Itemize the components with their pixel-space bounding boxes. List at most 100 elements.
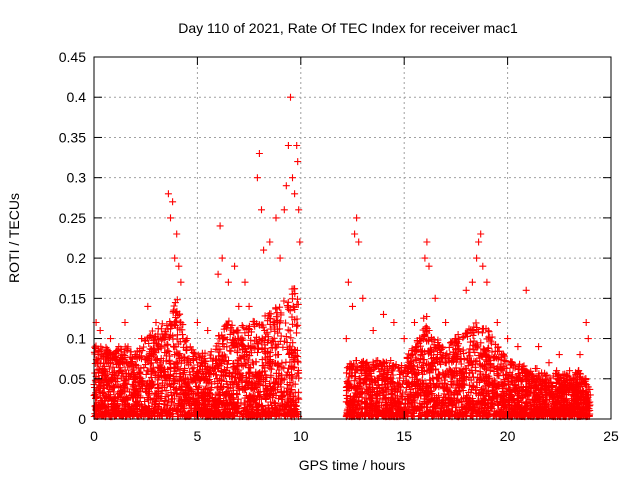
data-point	[170, 343, 178, 351]
data-point	[115, 343, 123, 351]
data-point	[246, 411, 254, 419]
data-point	[342, 391, 350, 399]
data-point	[173, 230, 181, 238]
data-point	[282, 319, 290, 327]
data-point	[396, 370, 404, 378]
data-point	[231, 344, 239, 351]
data-point	[141, 398, 149, 405]
data-point	[106, 355, 114, 363]
data-point	[530, 381, 538, 389]
data-point	[443, 383, 450, 391]
data-point	[449, 401, 457, 409]
data-point	[282, 358, 290, 366]
data-point	[277, 379, 285, 387]
data-point	[223, 343, 231, 351]
data-point	[391, 363, 399, 371]
chart-title: Day 110 of 2021, Rate Of TEC Index for r…	[178, 20, 518, 36]
data-point	[468, 397, 476, 405]
data-point	[133, 371, 141, 379]
data-point	[235, 302, 243, 310]
data-point	[449, 341, 457, 349]
data-point	[417, 337, 425, 345]
data-point	[342, 335, 350, 343]
x-tick-label: 25	[603, 428, 619, 444]
data-point	[181, 366, 189, 374]
data-point	[150, 351, 157, 359]
data-point	[538, 369, 546, 377]
data-point	[548, 383, 556, 391]
data-point	[264, 393, 272, 400]
data-point	[469, 326, 477, 334]
data-point	[127, 348, 135, 356]
data-point	[155, 405, 162, 413]
data-point	[280, 206, 288, 214]
data-point	[400, 335, 408, 343]
data-point	[181, 395, 189, 403]
data-point	[131, 351, 139, 359]
data-point	[457, 371, 465, 379]
data-point	[93, 399, 101, 407]
data-point	[423, 324, 431, 332]
data-point	[530, 400, 538, 408]
data-point	[411, 319, 418, 326]
data-point	[266, 238, 274, 246]
data-point	[174, 350, 182, 358]
data-point	[272, 214, 280, 222]
data-point	[507, 361, 514, 369]
data-point	[181, 353, 189, 361]
data-point	[213, 384, 221, 392]
data-point	[173, 307, 181, 315]
data-point	[225, 406, 233, 413]
data-point	[381, 412, 389, 420]
data-point	[238, 361, 246, 369]
data-point	[389, 378, 397, 386]
data-point	[146, 385, 154, 392]
data-point	[226, 330, 234, 338]
data-point	[478, 386, 485, 393]
data-point	[419, 362, 427, 370]
data-point	[159, 407, 167, 414]
data-point	[154, 325, 162, 333]
data-point	[153, 357, 161, 365]
data-point	[396, 374, 404, 382]
data-point	[147, 384, 155, 392]
data-point	[404, 368, 412, 376]
data-point	[421, 395, 429, 403]
data-point	[383, 370, 391, 378]
data-point	[190, 350, 198, 358]
data-point	[158, 320, 166, 328]
data-point	[97, 404, 105, 412]
data-point	[222, 321, 230, 329]
data-point	[190, 356, 197, 364]
data-point	[95, 379, 103, 386]
data-point	[359, 294, 367, 302]
data-point	[158, 335, 166, 343]
data-point	[293, 329, 300, 337]
data-point	[443, 387, 451, 395]
data-point	[296, 238, 304, 246]
data-point	[162, 386, 170, 394]
data-point	[256, 373, 264, 381]
data-point	[349, 406, 357, 414]
data-point	[283, 387, 290, 395]
data-point	[342, 412, 350, 420]
data-point	[490, 412, 498, 420]
data-point	[447, 391, 455, 399]
data-point	[206, 351, 214, 359]
data-point	[132, 360, 140, 368]
data-point	[425, 262, 433, 270]
data-point	[468, 406, 475, 414]
data-point	[195, 384, 203, 392]
data-point	[286, 327, 294, 335]
data-point	[378, 410, 386, 418]
data-point	[519, 368, 526, 376]
y-axis-label: ROTI / TECUs	[6, 193, 22, 283]
data-point	[236, 354, 244, 362]
data-point	[422, 323, 430, 331]
data-point	[411, 369, 419, 377]
data-point	[380, 310, 387, 318]
data-point	[536, 399, 544, 407]
data-point	[215, 390, 223, 398]
data-point	[274, 402, 282, 410]
data-point	[514, 343, 522, 351]
